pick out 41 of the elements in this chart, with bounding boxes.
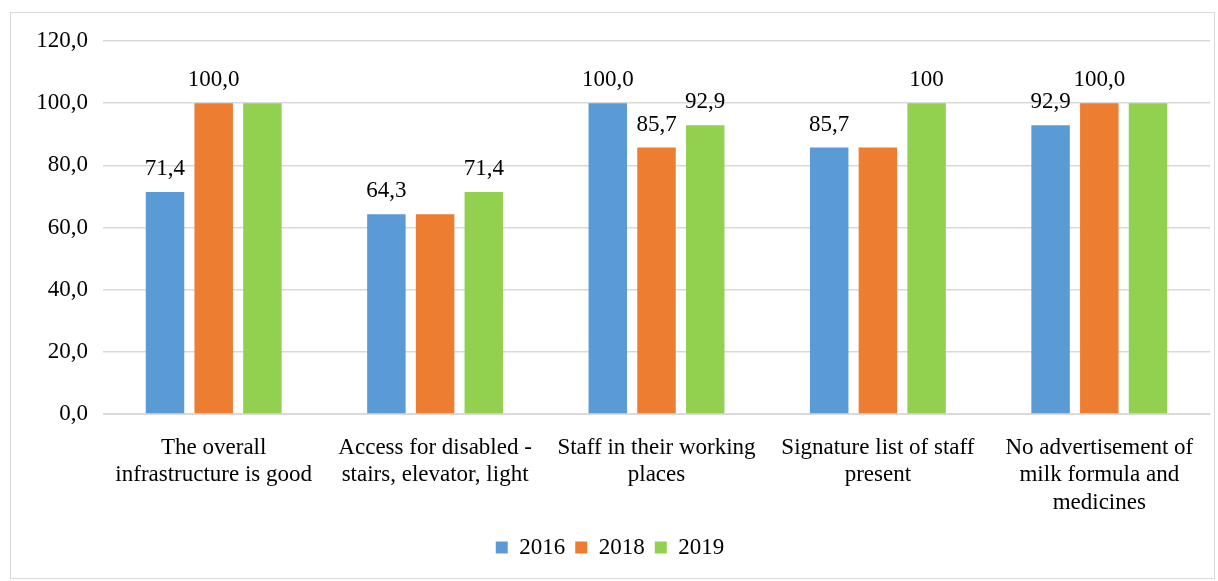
- data-label: 92,9: [1030, 88, 1071, 114]
- x-tick-label: No advertisement of milk formula and medicines: [1005, 433, 1194, 515]
- bar: [243, 103, 282, 414]
- y-tick-label: 20,0: [47, 337, 88, 363]
- x-tick-label: Signature list of staff present: [781, 433, 975, 487]
- y-tick-label: 0,0: [59, 400, 88, 426]
- bar: [1031, 125, 1070, 414]
- bar: [809, 147, 849, 414]
- y-tick-label: 60,0: [47, 213, 88, 239]
- bar: [194, 103, 233, 414]
- bar: [415, 214, 455, 414]
- data-label: 85,7: [809, 110, 850, 136]
- data-label: 85,7: [636, 110, 677, 136]
- legend-label: 2018: [598, 533, 645, 559]
- bar: [907, 103, 946, 414]
- bar: [464, 192, 504, 414]
- bar: [685, 125, 725, 414]
- data-label: 100: [909, 66, 944, 92]
- bar: [1128, 103, 1168, 414]
- data-label: 71,4: [144, 155, 186, 181]
- data-label: 100,0: [187, 66, 240, 92]
- data-label: 92,9: [685, 88, 726, 114]
- x-tick-label: The overall infrastructure is good: [115, 433, 313, 487]
- y-tick-label: 120,0: [36, 27, 88, 53]
- bar: [1080, 103, 1119, 414]
- y-tick-label: 100,0: [36, 89, 88, 115]
- data-label: 100,0: [1073, 66, 1126, 92]
- data-label: 100,0: [581, 66, 634, 92]
- y-tick-label: 40,0: [47, 275, 88, 301]
- bar: [858, 147, 898, 414]
- bar: [588, 103, 628, 414]
- data-label: 64,3: [366, 177, 407, 203]
- x-tick-label: Access for disabled - stairs, elevator, light: [338, 433, 532, 487]
- bar: [637, 147, 676, 414]
- legend-label: 2019: [678, 533, 725, 559]
- y-tick-label: 80,0: [47, 151, 88, 177]
- legend-label: 2016: [519, 533, 566, 559]
- data-label: 71,4: [463, 155, 505, 181]
- x-tick-label: Staff in their working places: [557, 433, 757, 487]
- bar: [367, 214, 406, 414]
- bar: [145, 192, 185, 414]
